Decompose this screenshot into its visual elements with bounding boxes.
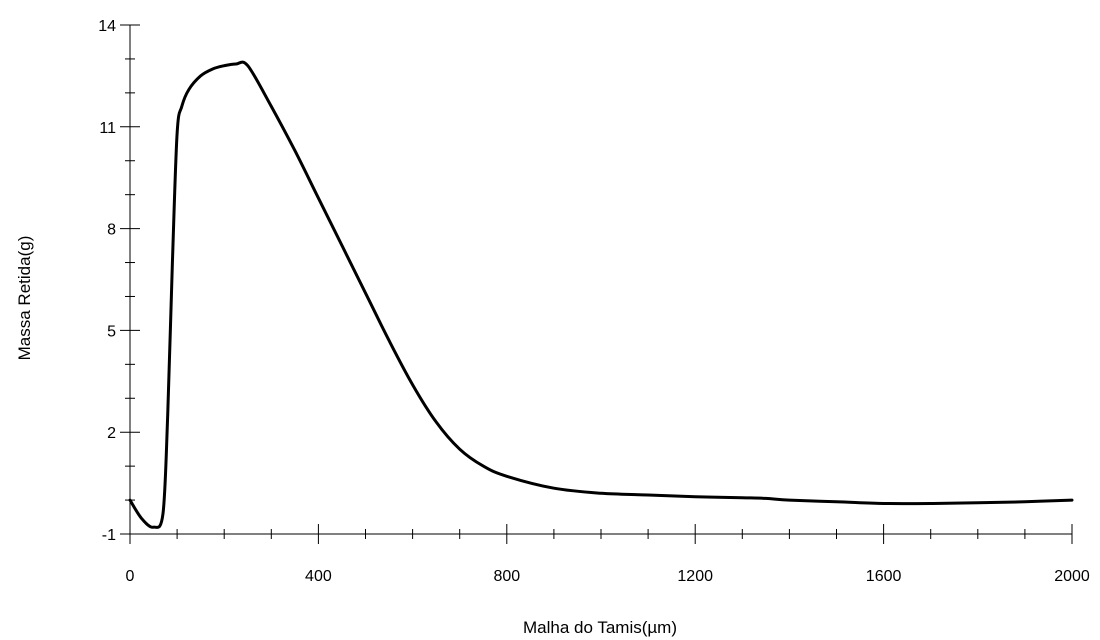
y-tick-label: 8 [107,222,116,239]
x-tick-label: 400 [305,568,332,585]
x-tick-label: 800 [493,568,520,585]
x-axis-title: Malha do Tamis(µm) [523,618,677,637]
y-axis-title: Massa Retida(g) [15,236,34,361]
x-tick-label: 1200 [677,568,713,585]
y-tick-label: 14 [98,18,116,35]
x-tick-label: 0 [126,568,135,585]
x-tick-label: 1600 [866,568,902,585]
x-axis: 0 400 800 1200 1600 2000 [126,524,1090,585]
y-tick-label: -1 [102,527,116,544]
series-line [128,60,1074,529]
y-tick-label: 2 [107,425,116,442]
y-tick-label: 11 [99,120,116,137]
y-tick-label: 5 [107,323,116,340]
x-tick-label: 2000 [1054,568,1090,585]
y-axis: -1 2 5 8 11 14 [98,18,140,544]
